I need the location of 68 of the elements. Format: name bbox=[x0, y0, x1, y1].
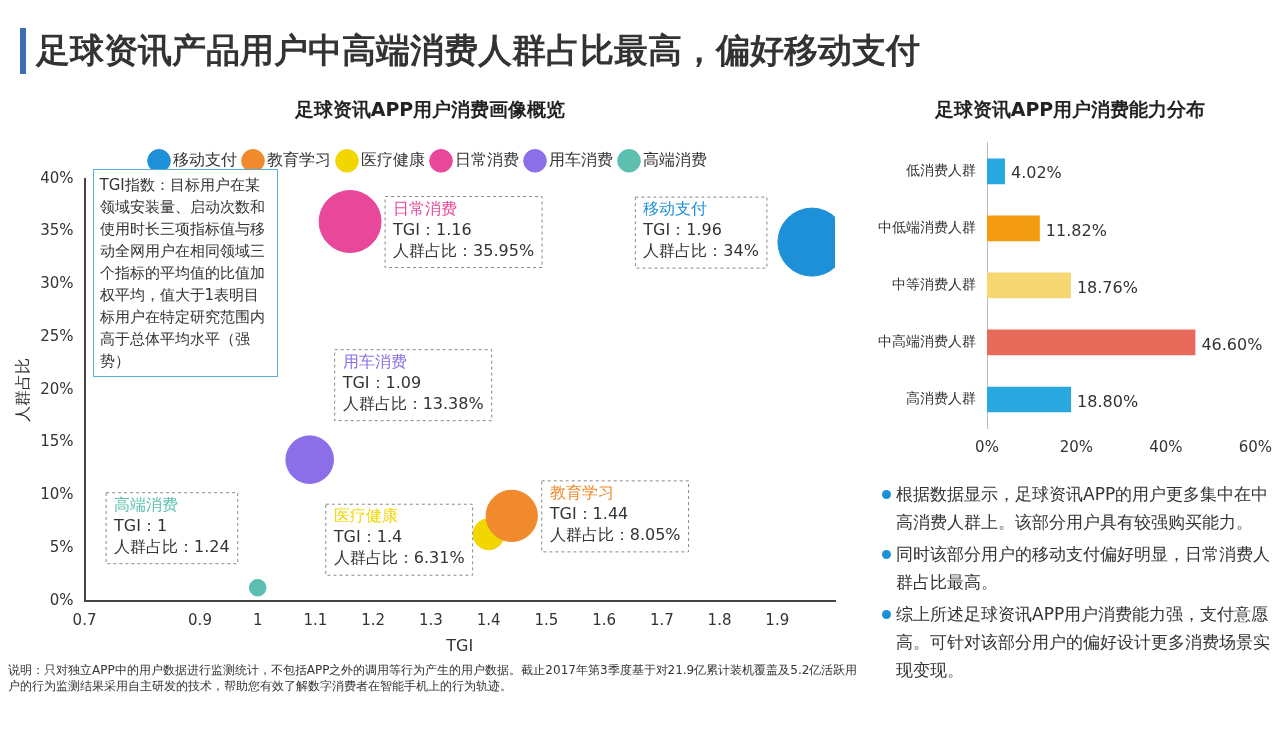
x-tick-label: 1 bbox=[252, 610, 263, 629]
y-tick-label: 0% bbox=[49, 590, 74, 609]
text: 教育学习 bbox=[549, 483, 614, 503]
legend-label: 日常消费 bbox=[455, 149, 519, 169]
text: 移动支付 bbox=[643, 199, 708, 219]
bar bbox=[987, 158, 1005, 185]
y-tick-label: 35% bbox=[40, 221, 74, 240]
data-label: TGI：1.09 人群占比：13.38% bbox=[341, 372, 484, 413]
y-tick-label: 15% bbox=[40, 432, 74, 451]
x-tick-label: 1.5 bbox=[534, 610, 559, 629]
x-tick-label: 1.7 bbox=[649, 610, 674, 629]
bar bbox=[987, 215, 1040, 242]
x-tick-label: 1.6 bbox=[592, 610, 617, 629]
legend-label: 医疗健康 bbox=[361, 149, 425, 169]
x-tick-label: 0.7 bbox=[72, 610, 97, 629]
legend-label: 用车消费 bbox=[549, 149, 613, 169]
x-tick-label: 0% bbox=[975, 437, 999, 456]
data-label: TGI：1.16 人群占比：35.95% bbox=[392, 219, 535, 260]
data-label: 46.60% bbox=[1201, 334, 1263, 354]
data-label: TGI：1 人群占比：1.24 bbox=[113, 515, 230, 556]
x-tick-label: 1.2 bbox=[361, 610, 386, 629]
y-tick-label: 高消费人群 bbox=[906, 390, 976, 407]
data-label: 4.02% bbox=[1010, 163, 1062, 183]
data-label: TGI：1.44 人群占比：8.05% bbox=[548, 504, 681, 545]
legend-label: 教育学习 bbox=[267, 149, 331, 169]
text: 根据数据显示，足球资讯APP的用户更多集中在中高消费人群上。该部分用户具有较强购买能力。 bbox=[896, 484, 1269, 532]
text: 说明：只对独立APP中的用户数据进行监测统计，不包括APP之外的调用等行为产生的用户数据。截止2017年第3季度基于对21.9亿累计装机覆盖及5.2亿活跃用户的行为监测结果采用自主研发的技术，帮助您有效了解数字消费者在智能手机上的行为轨迹。 bbox=[8, 662, 858, 694]
chart-title: 足球资讯APP用户消费能力分布 bbox=[933, 98, 1206, 121]
text: 同时该部分用户的移动支付偏好明显，日常消费人群占比最高。 bbox=[896, 544, 1270, 592]
x-tick-label: 1.4 bbox=[476, 610, 501, 629]
x-tick-label: 1.1 bbox=[303, 610, 328, 629]
text: 足球资讯产品用户中高端消费人群占比最高，偏好移动支付 bbox=[20, 28, 920, 74]
text: 用车消费 bbox=[342, 351, 407, 371]
y-tick-label: 40% bbox=[40, 168, 74, 187]
y-tick-label: 中高端消费人群 bbox=[878, 333, 976, 350]
legend-label: 移动支付 bbox=[173, 149, 237, 169]
data-label: 18.76% bbox=[1076, 277, 1138, 297]
text: 日常消费 bbox=[393, 198, 458, 218]
bar bbox=[987, 329, 1196, 356]
chart-title: 足球资讯APP用户消费画像概览 bbox=[293, 98, 566, 121]
x-tick-label: 1.8 bbox=[707, 610, 732, 629]
y-tick-label: 25% bbox=[40, 326, 74, 345]
text: 高端消费 bbox=[114, 494, 179, 514]
y-tick-label: 中低端消费人群 bbox=[878, 219, 976, 235]
y-tick-label: 5% bbox=[49, 537, 74, 556]
legend-label: 高端消费 bbox=[643, 149, 707, 169]
data-label: 18.80% bbox=[1077, 391, 1139, 411]
x-tick-label: 1.3 bbox=[418, 610, 443, 629]
text: 综上所述足球资讯APP用户消费能力强，支付意愿高。可针对该部分用户的偏好设计更多消费场景实现变现。 bbox=[896, 604, 1270, 680]
y-tick-label: 30% bbox=[40, 274, 74, 293]
x-tick-label: 40% bbox=[1149, 437, 1183, 456]
data-label: 11.82% bbox=[1045, 220, 1107, 240]
data-label: TGI：1.4 人群占比：6.31% bbox=[332, 527, 465, 568]
y-tick-label: 低消费人群 bbox=[906, 161, 976, 178]
y-tick-label: 10% bbox=[40, 485, 74, 504]
y-tick-label: 20% bbox=[40, 379, 74, 398]
text: 医疗健康 bbox=[333, 506, 398, 526]
text: TGI指数：目标用户在某领域安装量、启动次数和使用时长三项指标值与移动全网用户在相同领域三个指标的平均值的比值加权平均，值大于1表明目标用户在特定研究范围内高于总体平均水平（强势） bbox=[99, 175, 265, 370]
x-tick-label: 1.9 bbox=[765, 610, 790, 629]
bar bbox=[987, 272, 1071, 299]
y-axis-title: 人群占比 bbox=[12, 357, 32, 422]
x-tick-label: 0.9 bbox=[188, 610, 212, 629]
x-tick-label: 20% bbox=[1059, 437, 1094, 456]
bar bbox=[987, 386, 1072, 413]
x-axis-title: TGI bbox=[445, 635, 474, 655]
y-tick-label: 中等消费人群 bbox=[892, 276, 976, 293]
x-tick-label: 60% bbox=[1238, 437, 1272, 456]
data-label: TGI：1.96 人群占比：34% bbox=[642, 220, 759, 261]
